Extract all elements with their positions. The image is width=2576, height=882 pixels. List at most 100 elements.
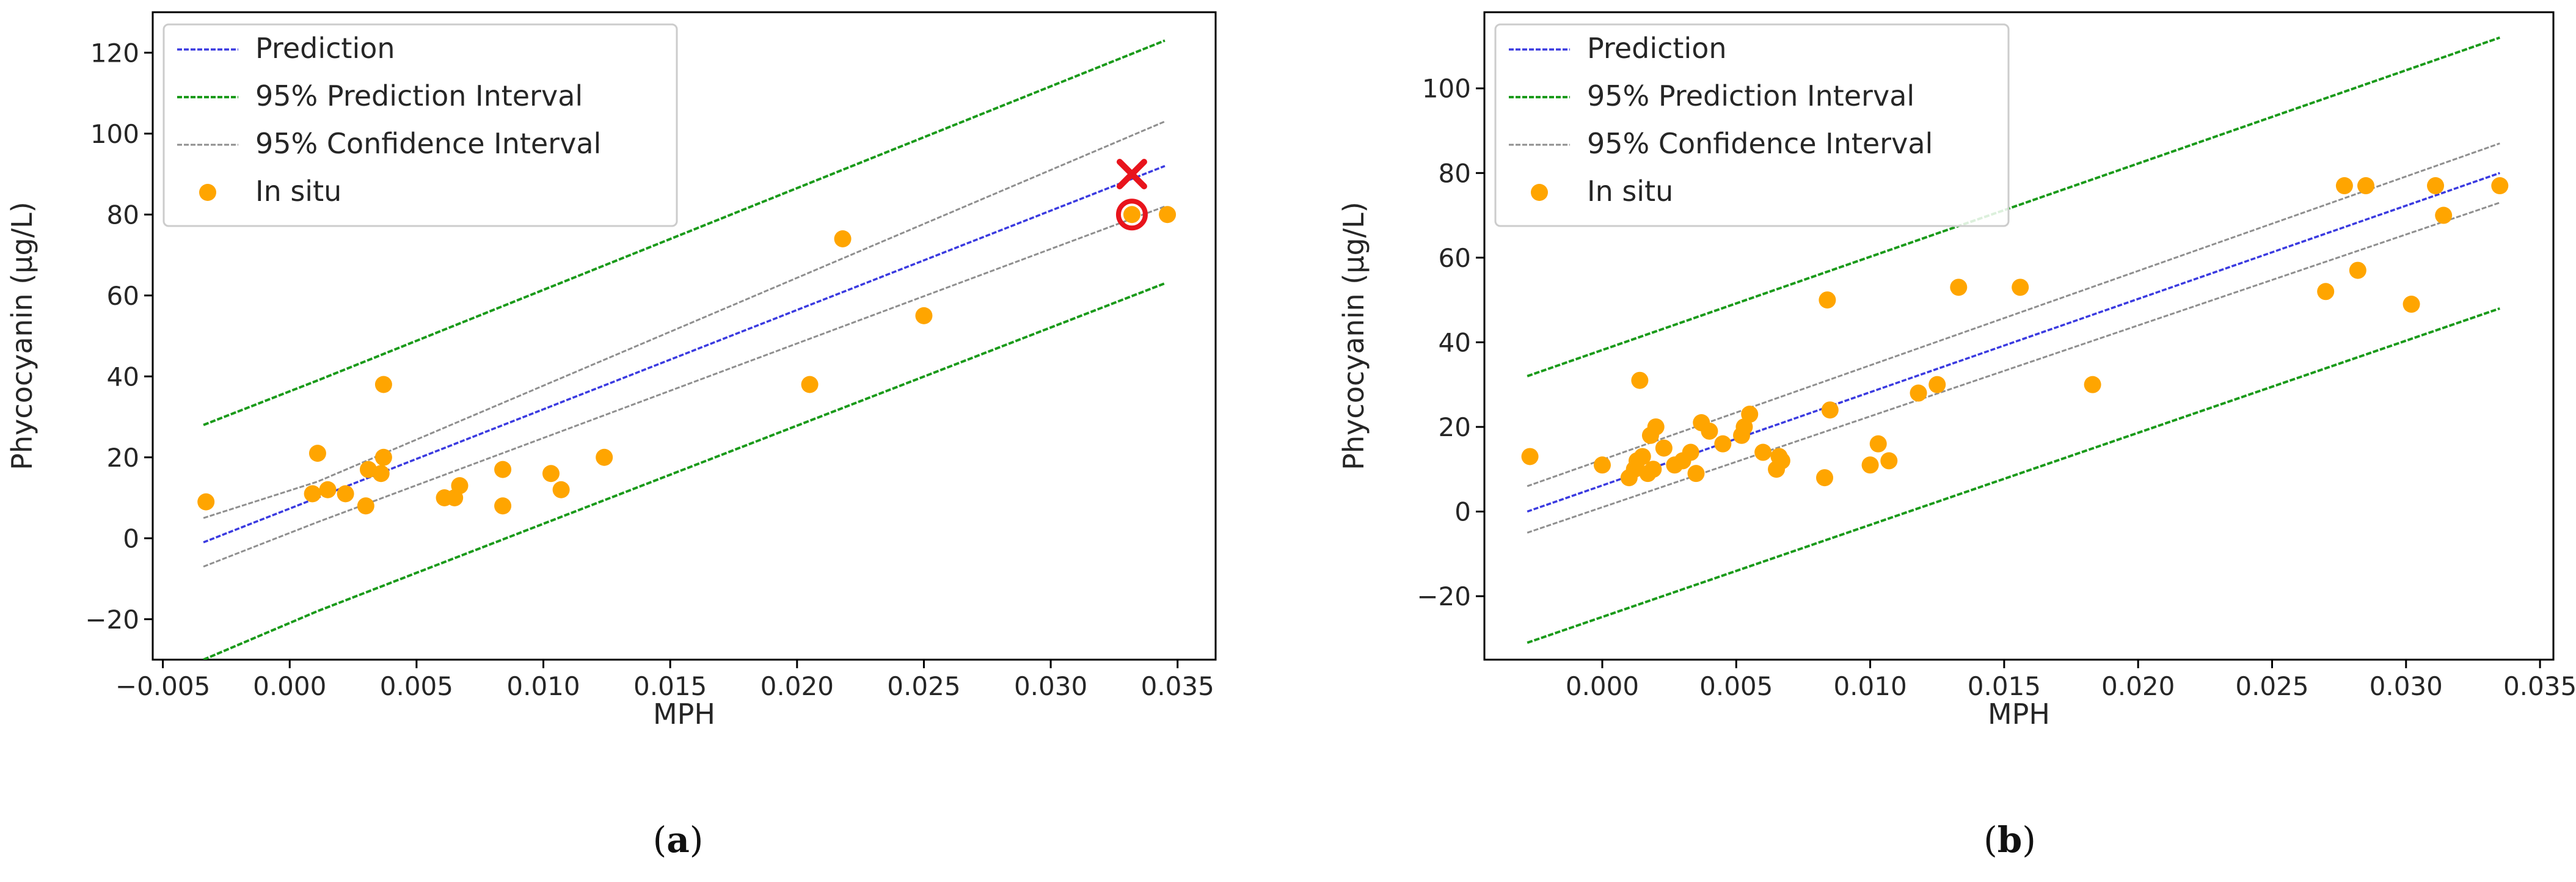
outlier-x-marker bbox=[1116, 159, 1147, 189]
x-axis-label: MPH bbox=[653, 698, 715, 731]
y-tick-label: 60 bbox=[1439, 243, 1471, 273]
in-situ-point bbox=[1773, 452, 1790, 470]
in-situ-point bbox=[552, 481, 570, 498]
y-tick-label: 80 bbox=[1439, 158, 1471, 188]
in-situ-point bbox=[1754, 443, 1772, 461]
in-situ-point bbox=[596, 448, 613, 466]
plot-frame bbox=[151, 11, 1217, 661]
x-tick-label: 0.005 bbox=[1699, 671, 1773, 701]
x-tick-label: 0.015 bbox=[1968, 671, 2041, 701]
x-tick-label: 0.020 bbox=[2101, 671, 2175, 701]
y-axis-label: Phycocyanin (µg/L) bbox=[1337, 202, 1370, 470]
confidence-interval-lower-line bbox=[203, 205, 1166, 568]
in-situ-point bbox=[1701, 422, 1718, 440]
x-tick-label: 0.035 bbox=[2503, 671, 2576, 701]
x-tick-label: 0.000 bbox=[253, 671, 326, 701]
x-tick-label: 0.025 bbox=[2235, 671, 2308, 701]
x-tick-label: 0.030 bbox=[2370, 671, 2443, 701]
y-tick-label: 20 bbox=[1439, 412, 1471, 442]
legend-entry-label: In situ bbox=[255, 175, 341, 208]
x-tick-label: 0.035 bbox=[1141, 671, 1214, 701]
x-tick-label: 0.030 bbox=[1014, 671, 1087, 701]
in-situ-point bbox=[451, 477, 469, 495]
in-situ-point bbox=[1910, 384, 1927, 402]
plot-frame bbox=[1483, 11, 2555, 661]
caption-paren-close: ) bbox=[2022, 819, 2036, 861]
in-situ-point bbox=[1647, 418, 1665, 436]
x-tick-label: 0.010 bbox=[506, 671, 580, 701]
in-situ-point bbox=[2403, 296, 2420, 313]
caption-letter: a bbox=[666, 819, 690, 861]
x-tick-label: −0.005 bbox=[115, 671, 210, 701]
in-situ-point bbox=[1682, 443, 1699, 461]
in-situ-point bbox=[1123, 206, 1140, 224]
in-situ-point bbox=[1633, 448, 1651, 465]
x-tick-label: 0.000 bbox=[1566, 671, 1639, 701]
confidence-interval-upper-line bbox=[1527, 142, 2500, 487]
legend-handle-point bbox=[199, 184, 216, 201]
in-situ-point bbox=[1741, 406, 1759, 423]
in-situ-point bbox=[494, 461, 512, 478]
x-tick-label: 0.025 bbox=[887, 671, 960, 701]
in-situ-point bbox=[374, 448, 392, 466]
y-tick-label: 0 bbox=[1454, 497, 1471, 527]
in-situ-point bbox=[801, 376, 819, 393]
prediction-interval-upper-line bbox=[203, 39, 1166, 426]
in-situ-point bbox=[834, 230, 852, 247]
legend-box bbox=[162, 23, 678, 227]
confidence-interval-lower-line bbox=[1527, 202, 2500, 534]
in-situ-point bbox=[1593, 456, 1611, 474]
in-situ-point bbox=[494, 497, 512, 515]
circled-point-marker bbox=[1115, 199, 1148, 231]
panel-caption: (a) bbox=[653, 819, 704, 861]
in-situ-point bbox=[337, 485, 354, 503]
y-axis-label: Phycocyanin (µg/L) bbox=[5, 202, 38, 470]
in-situ-point bbox=[1159, 206, 1177, 224]
y-tick-label: 40 bbox=[1439, 327, 1471, 357]
in-situ-point bbox=[2491, 177, 2509, 195]
y-tick-label: 20 bbox=[107, 443, 139, 473]
caption-paren-close: ) bbox=[690, 819, 704, 861]
legend-entry-label: 95% Prediction Interval bbox=[1587, 79, 1914, 112]
in-situ-point bbox=[1928, 376, 1946, 393]
legend-entry-label: 95% Prediction Interval bbox=[255, 79, 583, 112]
in-situ-point bbox=[2357, 177, 2374, 195]
in-situ-point bbox=[319, 481, 337, 498]
legend-entry-label: 95% Confidence Interval bbox=[1587, 127, 1933, 160]
in-situ-point bbox=[1687, 465, 1705, 483]
in-situ-point bbox=[2427, 177, 2445, 195]
in-situ-point bbox=[1816, 469, 1834, 487]
chart-panel-a: −0.005 0.000 0.005 0.010 0.015 0.020 0.025 0.03… bbox=[5, 11, 1217, 861]
legend-entry-label: In situ bbox=[1587, 175, 1673, 208]
in-situ-point bbox=[1631, 371, 1649, 389]
x-axis-label: MPH bbox=[1988, 698, 2050, 731]
in-situ-point bbox=[915, 307, 933, 324]
legend: Prediction 95% Prediction Interval 95% Con… bbox=[1494, 23, 2010, 227]
in-situ-point bbox=[308, 445, 326, 462]
x-tick-label: 0.020 bbox=[761, 671, 834, 701]
in-situ-point bbox=[542, 465, 560, 483]
y-tick-label: 40 bbox=[107, 362, 139, 392]
x-tick-label: 0.010 bbox=[1833, 671, 1906, 701]
plot-area bbox=[1521, 36, 2509, 644]
y-tick-label: −20 bbox=[85, 605, 139, 635]
in-situ-point bbox=[2349, 261, 2366, 279]
legend-entry-label: Prediction bbox=[1587, 32, 1727, 65]
in-situ-point bbox=[1644, 461, 1662, 478]
in-situ-point bbox=[1655, 439, 1673, 457]
plot-area bbox=[197, 39, 1177, 660]
in-situ-point bbox=[357, 497, 374, 515]
caption-letter: b bbox=[1998, 819, 2023, 861]
x-tick-label: 0.015 bbox=[633, 671, 707, 701]
x-tick-label: 0.005 bbox=[380, 671, 453, 701]
prediction-line bbox=[203, 165, 1166, 544]
panel-caption: (b) bbox=[1983, 819, 2036, 861]
prediction-interval-upper-line bbox=[1527, 36, 2500, 377]
confidence-interval-upper-line bbox=[203, 120, 1166, 519]
in-situ-point bbox=[2317, 283, 2335, 301]
y-tick-label: −20 bbox=[1417, 581, 1471, 611]
y-tick-label: 0 bbox=[123, 523, 139, 553]
in-situ-point bbox=[1714, 435, 1732, 453]
y-tick-label: 100 bbox=[90, 119, 139, 149]
legend-box bbox=[1494, 23, 2010, 227]
